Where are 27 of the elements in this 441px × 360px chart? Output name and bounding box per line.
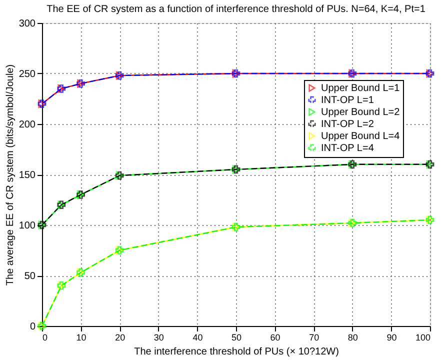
- x-tick-label: 10: [76, 332, 86, 342]
- x-tick-label: 100: [415, 332, 430, 342]
- y-tick-label: 300: [18, 18, 36, 30]
- y-axis-title: The average EE of CR system (bits/symbol/Joule): [4, 64, 16, 286]
- x-tick-label: 60: [270, 332, 280, 342]
- x-tick-label: 70: [309, 332, 320, 342]
- legend-label: INT-OP L=4: [321, 143, 374, 154]
- legend-label: Upper Bound L=4: [321, 131, 400, 142]
- chart-title: The EE of CR system as a function of interference threshold of PUs. N=64, K=4, Pt=1: [46, 4, 426, 15]
- legend-label: Upper Bound L=1: [321, 83, 400, 94]
- legend-label: Upper Bound L=2: [321, 107, 400, 118]
- y-tick-label: 250: [18, 69, 36, 80]
- legend-label: INT-OP L=2: [321, 119, 374, 130]
- y-tick-label: 100: [18, 220, 36, 232]
- x-tick-label: 30: [154, 332, 164, 342]
- x-tick-label: 20: [115, 332, 126, 342]
- x-tick-label: 90: [386, 332, 397, 342]
- y-tick-label: 200: [18, 120, 36, 130]
- x-tick-label: 0: [42, 332, 48, 342]
- legend-label: INT-OP L=1: [321, 95, 374, 106]
- x-axis-title: The interference threshold of PUs (× 10?12W): [134, 346, 339, 358]
- x-tick-label: 80: [348, 332, 358, 342]
- y-tick-label: 50: [24, 271, 36, 282]
- x-tick-label: 50: [231, 332, 242, 342]
- y-tick-label: 0: [30, 322, 36, 332]
- x-tick-label: 40: [192, 332, 203, 342]
- y-tick-label: 150: [18, 170, 36, 181]
